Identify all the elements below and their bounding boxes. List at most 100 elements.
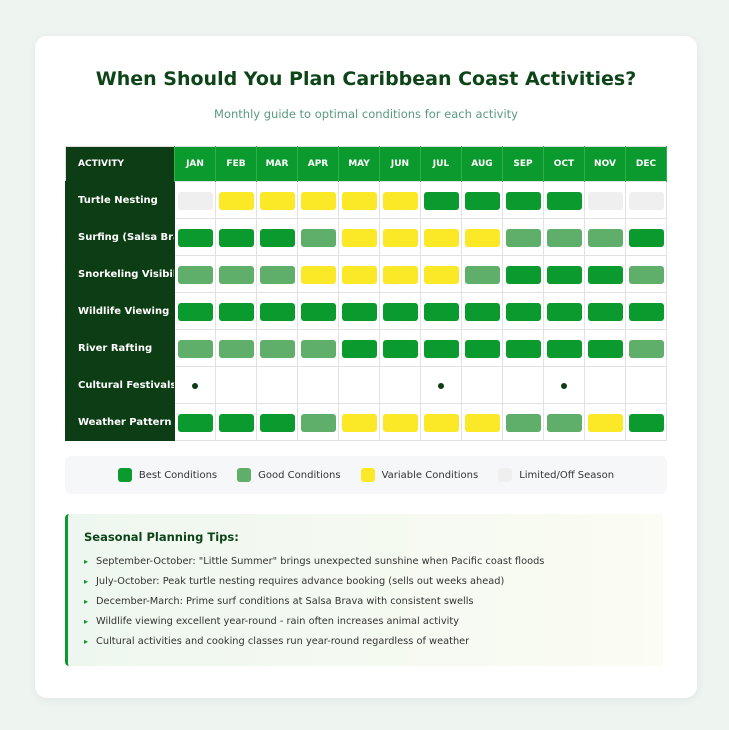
- month-cell: [215, 218, 257, 256]
- condition-off: [628, 191, 664, 210]
- condition-variable: [341, 191, 377, 210]
- month-cell: [625, 255, 667, 293]
- condition-best: [546, 191, 582, 210]
- condition-good: [505, 413, 541, 432]
- activity-row: Turtle Nesting: [65, 181, 667, 219]
- column-header: DEC: [625, 146, 667, 182]
- condition-best: [464, 339, 500, 358]
- month-cell: [543, 403, 585, 441]
- column-header: SEP: [502, 146, 544, 182]
- condition-best: [218, 228, 254, 247]
- condition-good: [587, 228, 623, 247]
- month-cell: [215, 366, 257, 404]
- month-cell: [584, 181, 626, 219]
- month-cell: [338, 329, 380, 367]
- title: When Should You Plan Caribbean Coast Act…: [95, 68, 637, 90]
- condition-best: [464, 302, 500, 321]
- month-cell: [297, 181, 339, 219]
- month-cell: [338, 292, 380, 330]
- condition-variable: [300, 265, 336, 284]
- month-cell: [543, 292, 585, 330]
- activity-name: Wildlife Viewing: [65, 292, 175, 330]
- condition-variable: [382, 191, 418, 210]
- condition-best: [505, 265, 541, 284]
- activity-name: Weather Pattern: [65, 403, 175, 441]
- month-cell: [584, 292, 626, 330]
- condition-best: [259, 413, 295, 432]
- condition-good: [218, 339, 254, 358]
- month-cell: [502, 366, 544, 404]
- condition-good: [300, 339, 336, 358]
- condition-variable: [300, 191, 336, 210]
- activity-row: River Rafting: [65, 329, 667, 367]
- condition-good: [300, 413, 336, 432]
- month-cell: [461, 366, 503, 404]
- column-header: JAN: [174, 146, 216, 182]
- tips-list: September-October: "Little Summer" bring…: [68, 552, 663, 652]
- legend-label: Variable Conditions: [381, 470, 479, 481]
- condition-best: [628, 413, 664, 432]
- condition-variable: [464, 228, 500, 247]
- legend-item: Best Conditions: [117, 468, 217, 482]
- month-cell: [215, 255, 257, 293]
- condition-best: [505, 339, 541, 358]
- condition-best: [218, 413, 254, 432]
- column-header: JUL: [420, 146, 462, 182]
- tip-item: Wildlife viewing excellent year-round - …: [84, 612, 663, 632]
- tips-title: Seasonal Planning Tips:: [84, 530, 239, 544]
- month-cell: [297, 255, 339, 293]
- month-cell: [461, 218, 503, 256]
- activity-row: Surfing (Salsa Brava): [65, 218, 667, 256]
- condition-good: [177, 265, 213, 284]
- month-cell: [543, 329, 585, 367]
- month-cell: [502, 329, 544, 367]
- activity-row: Cultural Festivals: [65, 366, 667, 404]
- month-cell: [379, 366, 421, 404]
- legend-item: Good Conditions: [237, 468, 341, 482]
- month-cell: [625, 329, 667, 367]
- activity-name: Cultural Festivals: [65, 366, 175, 404]
- month-cell: [338, 181, 380, 219]
- condition-best: [259, 228, 295, 247]
- month-cell: [502, 255, 544, 293]
- month-cell: [461, 403, 503, 441]
- condition-best: [341, 302, 377, 321]
- month-cell: [584, 255, 626, 293]
- month-cell: [338, 218, 380, 256]
- tip-item: December-March: Prime surf conditions at…: [84, 592, 663, 612]
- condition-best: [382, 339, 418, 358]
- month-cell: [625, 403, 667, 441]
- month-cell: [174, 292, 216, 330]
- legend-label: Limited/Off Season: [519, 470, 615, 481]
- condition-best: [218, 302, 254, 321]
- column-header: ACTIVITY: [65, 146, 175, 182]
- activity-name: Snorkeling Visibility: [65, 255, 175, 293]
- event-dot: [438, 383, 444, 389]
- activity-row: Weather Pattern: [65, 403, 667, 441]
- month-cell: [420, 366, 462, 404]
- condition-variable: [423, 413, 459, 432]
- legend-swatch: [498, 468, 513, 482]
- month-cell: [379, 181, 421, 219]
- condition-best: [423, 302, 459, 321]
- condition-variable: [382, 413, 418, 432]
- month-cell: [379, 329, 421, 367]
- condition-variable: [341, 228, 377, 247]
- condition-best: [423, 339, 459, 358]
- month-cell: [461, 292, 503, 330]
- month-cell: [461, 255, 503, 293]
- activity-name: River Rafting: [65, 329, 175, 367]
- condition-best: [546, 302, 582, 321]
- activity-row: Wildlife Viewing: [65, 292, 667, 330]
- month-cell: [297, 403, 339, 441]
- month-cell: [502, 403, 544, 441]
- month-cell: [543, 181, 585, 219]
- month-cell: [543, 255, 585, 293]
- month-cell: [256, 255, 298, 293]
- condition-good: [300, 228, 336, 247]
- condition-variable: [382, 228, 418, 247]
- month-cell: [625, 181, 667, 219]
- condition-best: [505, 302, 541, 321]
